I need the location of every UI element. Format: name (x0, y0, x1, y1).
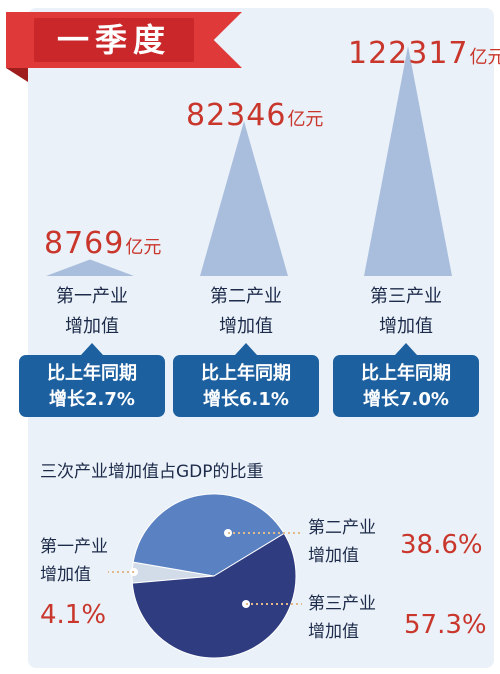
growth-box-tertiary: 比上年同期 增长7.0% (333, 343, 479, 417)
amount-tertiary: 122317亿元 (348, 36, 500, 71)
pie-label-secondary: 第二产业 增加值 (308, 514, 376, 570)
triangle-tertiary (364, 46, 452, 276)
amount-primary: 8769亿元 (44, 226, 161, 261)
pie-pct-primary: 4.1% (40, 600, 107, 630)
amount-primary-value: 8769 (44, 226, 125, 261)
growth-tertiary-line1: 比上年同期 (361, 363, 451, 384)
amount-primary-unit: 亿元 (125, 237, 162, 258)
sector-label-secondary-line2: 增加值 (219, 316, 273, 337)
triangle-primary (46, 259, 134, 276)
pie-label-secondary-line2: 增加值 (308, 546, 359, 566)
pie-pct-tertiary: 57.3% (404, 610, 487, 640)
pie-label-primary-line1: 第一产业 (40, 537, 108, 557)
sector-label-tertiary-line2: 增加值 (379, 316, 433, 337)
growth-box-secondary: 比上年同期 增长6.1% (173, 343, 319, 417)
pie-label-tertiary-line1: 第三产业 (308, 594, 376, 614)
pie-slice-secondary (132, 493, 285, 577)
growth-box-primary: 比上年同期 增长2.7% (19, 343, 165, 417)
sector-label-tertiary: 第三产业 增加值 (346, 282, 466, 342)
sector-label-tertiary-line1: 第三产业 (370, 286, 442, 307)
pie-label-primary: 第一产业 增加值 (40, 533, 108, 589)
growth-primary-line2: 增长2.7% (49, 389, 135, 410)
sector-label-primary-line1: 第一产业 (56, 286, 128, 307)
growth-primary-line1: 比上年同期 (47, 363, 137, 384)
pie-pct-secondary: 38.6% (400, 530, 483, 560)
amount-secondary-unit: 亿元 (287, 109, 324, 130)
sector-label-secondary: 第二产业 增加值 (186, 282, 306, 342)
amount-tertiary-unit: 亿元 (469, 47, 500, 68)
sector-label-primary: 第一产业 增加值 (32, 282, 152, 342)
amount-tertiary-value: 122317 (348, 36, 469, 71)
pie-label-secondary-line1: 第二产业 (308, 518, 376, 538)
amount-secondary-value: 82346 (186, 98, 287, 133)
pie-label-tertiary: 第三产业 增加值 (308, 590, 376, 646)
ribbon-fold (6, 68, 28, 82)
pie-title: 三次产业增加值占GDP的比重 (40, 462, 264, 482)
sector-label-primary-line2: 增加值 (65, 316, 119, 337)
growth-tertiary-line2: 增长7.0% (363, 389, 449, 410)
pie-slice-tertiary (131, 532, 297, 659)
page-title: 一季度 (56, 21, 171, 59)
growth-secondary-line1: 比上年同期 (201, 363, 291, 384)
triangle-secondary (200, 121, 288, 276)
amount-secondary: 82346亿元 (186, 98, 323, 133)
sector-label-secondary-line1: 第二产业 (210, 286, 282, 307)
growth-secondary-line2: 增长6.1% (203, 389, 289, 410)
pie-label-primary-line2: 增加值 (40, 565, 91, 585)
pie-label-tertiary-line2: 增加值 (308, 622, 359, 642)
title-box (34, 18, 194, 62)
